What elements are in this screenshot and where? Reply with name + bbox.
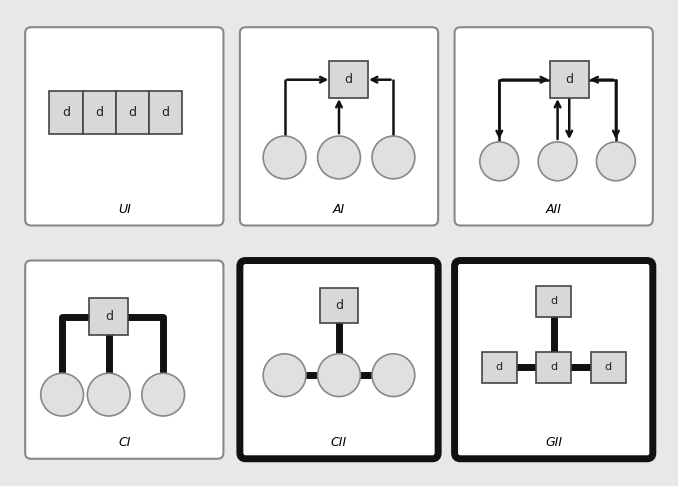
FancyBboxPatch shape xyxy=(83,91,115,134)
FancyBboxPatch shape xyxy=(319,288,359,323)
FancyBboxPatch shape xyxy=(49,91,83,134)
FancyBboxPatch shape xyxy=(536,286,571,317)
FancyBboxPatch shape xyxy=(115,91,148,134)
Text: d: d xyxy=(550,363,557,372)
FancyBboxPatch shape xyxy=(89,298,128,335)
Circle shape xyxy=(538,142,577,181)
Text: d: d xyxy=(62,106,70,119)
FancyBboxPatch shape xyxy=(25,260,224,459)
FancyBboxPatch shape xyxy=(550,61,589,98)
Text: CI: CI xyxy=(118,436,131,449)
Circle shape xyxy=(87,373,130,416)
Circle shape xyxy=(480,142,519,181)
Text: d: d xyxy=(161,106,169,119)
Circle shape xyxy=(317,354,361,397)
Circle shape xyxy=(372,354,415,397)
Circle shape xyxy=(263,354,306,397)
FancyBboxPatch shape xyxy=(482,352,517,383)
Circle shape xyxy=(372,136,415,179)
Text: d: d xyxy=(335,299,343,312)
Text: AI: AI xyxy=(333,203,345,216)
FancyBboxPatch shape xyxy=(536,352,571,383)
FancyBboxPatch shape xyxy=(591,352,626,383)
Text: d: d xyxy=(565,73,573,86)
FancyBboxPatch shape xyxy=(25,27,224,226)
Circle shape xyxy=(41,373,83,416)
FancyBboxPatch shape xyxy=(240,27,438,226)
FancyBboxPatch shape xyxy=(148,91,182,134)
Circle shape xyxy=(263,136,306,179)
Text: d: d xyxy=(496,363,503,372)
Text: UI: UI xyxy=(118,203,131,216)
FancyBboxPatch shape xyxy=(454,27,653,226)
Text: d: d xyxy=(344,73,353,86)
Text: d: d xyxy=(95,106,103,119)
FancyBboxPatch shape xyxy=(330,61,368,98)
Text: AII: AII xyxy=(546,203,561,216)
FancyBboxPatch shape xyxy=(240,260,438,459)
FancyBboxPatch shape xyxy=(454,260,653,459)
Text: d: d xyxy=(128,106,136,119)
Circle shape xyxy=(597,142,635,181)
Text: d: d xyxy=(105,311,113,323)
Circle shape xyxy=(142,373,184,416)
Text: d: d xyxy=(550,296,557,306)
Text: d: d xyxy=(605,363,612,372)
Text: CII: CII xyxy=(331,436,347,449)
Circle shape xyxy=(317,136,361,179)
Text: GII: GII xyxy=(545,436,562,449)
